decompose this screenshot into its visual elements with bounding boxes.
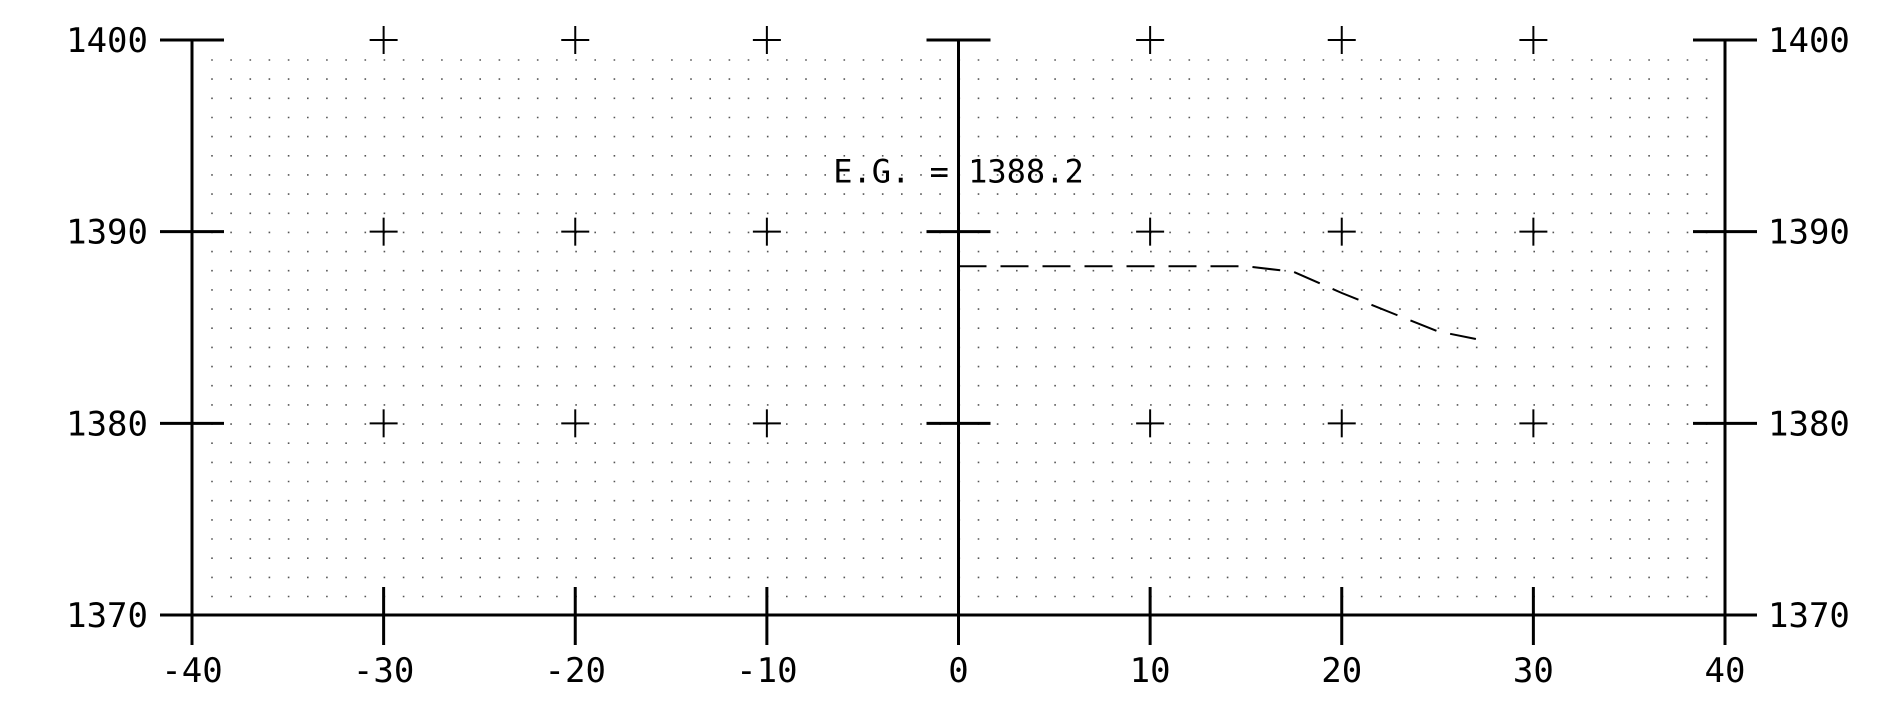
eg-line-series [958, 265, 1477, 340]
x-tick-label: -30 [353, 651, 414, 691]
y-tick-label-right: 1400 [1768, 21, 1850, 61]
x-tick-label: -10 [736, 651, 797, 691]
y-tick-labels: 1370 1370 1380 1380 1390 1390 1400 1400 [66, 21, 1850, 636]
y-tick-label-left: 1390 [66, 213, 148, 253]
x-tick-label: -20 [545, 651, 606, 691]
x-tick-label: 0 [948, 651, 968, 691]
y-tick-label-left: 1380 [66, 404, 148, 444]
x-tick-label: 10 [1130, 651, 1171, 691]
y-tick-label-left: 1400 [66, 21, 148, 61]
y-tick-label-right: 1370 [1768, 596, 1850, 636]
x-tick-label: -40 [161, 651, 222, 691]
y-tick-label-right: 1390 [1768, 213, 1850, 253]
annotation-group: E.G. = 1388.2 [833, 152, 1083, 190]
plot-frame [162, 40, 1755, 617]
x-tick-label: 30 [1513, 651, 1554, 691]
series-group [958, 265, 1477, 340]
x-tick-labels: -40 -30 -20 -10 0 10 20 30 40 [161, 651, 1745, 691]
eg-annotation: E.G. = 1388.2 [833, 152, 1083, 190]
tick-marks [160, 26, 1757, 645]
x-tick-label: 20 [1321, 651, 1362, 691]
y-tick-label-left: 1370 [66, 596, 148, 636]
y-tick-label-right: 1380 [1768, 404, 1850, 444]
x-tick-label: 40 [1705, 651, 1746, 691]
